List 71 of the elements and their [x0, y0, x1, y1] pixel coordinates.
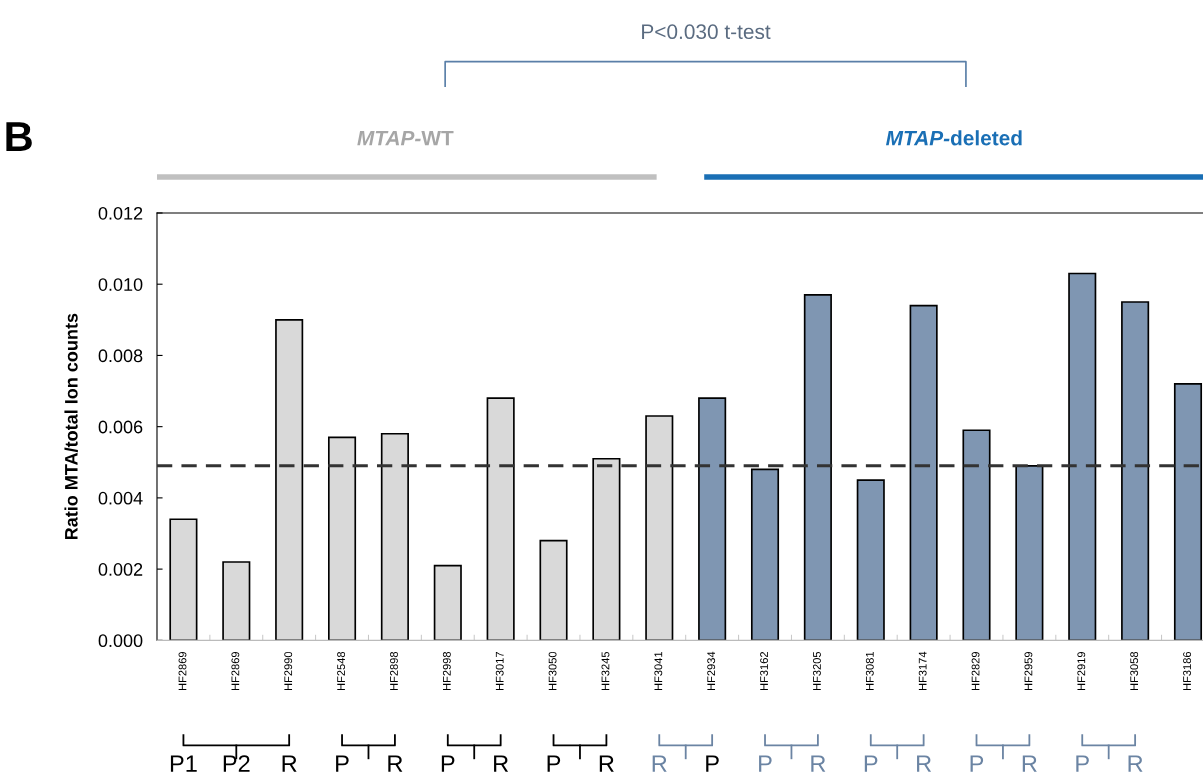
bar: [539, 539, 568, 641]
y-tick-label: 0.008: [98, 349, 143, 363]
text: P: [336, 755, 349, 772]
bar: [275, 318, 304, 641]
text: R: [1128, 755, 1143, 772]
bar: [380, 432, 409, 641]
text: P2: [223, 755, 250, 772]
bar: [433, 564, 462, 641]
text: R: [282, 755, 297, 772]
x-tick-label: HF2998: [442, 651, 451, 691]
x-tick-label: HF2934: [707, 651, 716, 691]
x-tick-label: HF3081: [865, 651, 874, 691]
x-tick-label: HF3162: [760, 652, 768, 691]
bar: [1015, 464, 1044, 641]
x-tick-label: HF2990: [284, 651, 293, 691]
x-tick-label: HF3186: [1183, 651, 1191, 691]
bar: [803, 294, 832, 641]
text: R: [811, 755, 826, 772]
text: MTAP-WT: [357, 130, 454, 146]
bar: [486, 397, 515, 641]
y-tick-label: 0.012: [98, 206, 143, 220]
y-tick-label: 0.004: [98, 491, 143, 505]
text: R: [652, 755, 667, 772]
text: R: [599, 755, 614, 772]
x-tick-label: HF3017: [495, 652, 504, 691]
bar: [327, 436, 357, 641]
bar: [856, 479, 885, 641]
bar: [1173, 383, 1203, 641]
text: MTAP-deleted: [886, 130, 1022, 146]
bar: [222, 561, 251, 641]
x-tick-label: HF3050: [548, 651, 557, 691]
text: P: [706, 755, 719, 772]
text: P: [970, 755, 984, 772]
text: R: [917, 755, 932, 772]
x-tick-label: HF3174: [918, 651, 927, 691]
x-tick-label: HF3058: [1130, 651, 1139, 691]
bar: [1121, 301, 1150, 641]
text: P: [441, 755, 455, 772]
text: B: [6, 122, 32, 151]
text: R: [1022, 755, 1037, 772]
x-tick-label: HF3245: [601, 651, 610, 691]
y-tick-label: 0.000: [98, 634, 143, 648]
x-tick-label: HF2919: [1077, 651, 1086, 691]
x-tick-label: HF2959: [1024, 651, 1033, 691]
x-tick-label: HF2829: [971, 651, 980, 691]
y-tick-label: 0.006: [98, 420, 143, 434]
text: P: [1076, 755, 1089, 772]
bar: [169, 518, 198, 641]
text: R: [494, 755, 509, 772]
text: P: [759, 755, 772, 772]
bar: [750, 468, 780, 641]
bar: [1068, 272, 1097, 641]
y-axis-title: Ratio MTA/total Ion counts: [64, 313, 78, 540]
bar: [698, 397, 727, 641]
y-tick-label: 0.002: [98, 563, 143, 576]
bar: [962, 429, 991, 641]
text: P: [864, 755, 878, 772]
bar: [645, 415, 674, 641]
x-tick-label: HF2869: [178, 651, 187, 691]
text: P<0.030 t-test: [642, 24, 771, 40]
x-tick-label: HF2898: [390, 651, 398, 691]
text: R: [388, 755, 403, 772]
x-tick-label: HF3205: [813, 651, 821, 691]
text: P1: [170, 755, 197, 772]
bar: [592, 457, 621, 641]
x-tick-label: HF2548: [337, 651, 346, 691]
y-tick-label: 0.010: [98, 278, 143, 291]
x-tick-label: HF3041: [654, 651, 663, 691]
x-tick-label: HF2869: [231, 651, 240, 691]
text: P: [547, 755, 561, 772]
bar: [909, 304, 938, 641]
